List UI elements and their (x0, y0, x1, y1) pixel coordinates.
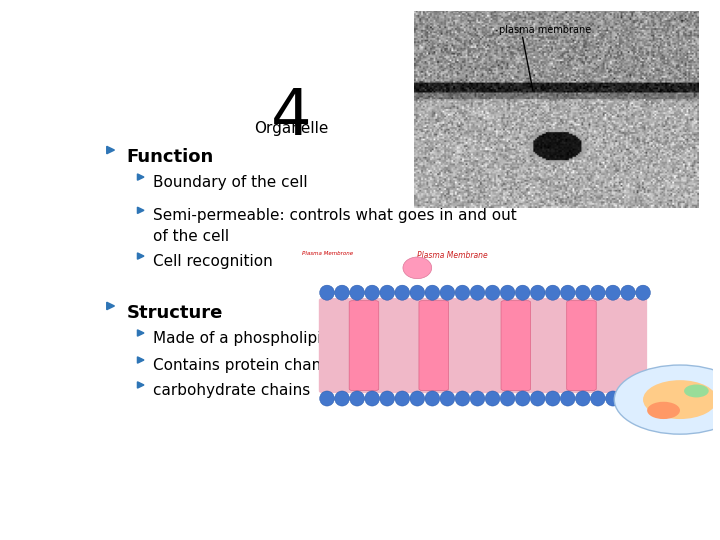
Text: 4: 4 (271, 85, 311, 147)
Ellipse shape (560, 285, 575, 300)
Polygon shape (138, 174, 144, 180)
Ellipse shape (545, 391, 560, 406)
Circle shape (643, 380, 717, 419)
Text: Boundary of the cell: Boundary of the cell (153, 175, 307, 190)
Ellipse shape (320, 285, 334, 300)
Text: Plasma Membrone: Plasma Membrone (302, 251, 354, 255)
Ellipse shape (425, 391, 440, 406)
Ellipse shape (425, 285, 440, 300)
Polygon shape (138, 253, 144, 259)
Ellipse shape (485, 391, 500, 406)
Polygon shape (138, 357, 144, 363)
Polygon shape (138, 207, 144, 213)
Ellipse shape (470, 391, 485, 406)
Text: Contains protein channels, glycoproteins, and: Contains protein channels, glycoproteins… (153, 358, 504, 373)
Ellipse shape (395, 391, 410, 406)
Ellipse shape (590, 391, 606, 406)
Ellipse shape (531, 391, 545, 406)
Ellipse shape (335, 285, 349, 300)
Ellipse shape (320, 391, 334, 406)
Text: Structure: Structure (126, 304, 222, 322)
Ellipse shape (350, 391, 364, 406)
Ellipse shape (516, 285, 530, 300)
Ellipse shape (621, 391, 635, 406)
Ellipse shape (545, 285, 560, 300)
Ellipse shape (606, 285, 621, 300)
Text: carbohydrate chains: carbohydrate chains (153, 383, 310, 398)
Ellipse shape (575, 285, 590, 300)
Ellipse shape (485, 285, 500, 300)
Ellipse shape (575, 391, 590, 406)
Ellipse shape (470, 285, 485, 300)
FancyBboxPatch shape (567, 301, 596, 390)
Ellipse shape (560, 391, 575, 406)
Ellipse shape (403, 257, 432, 279)
Ellipse shape (380, 285, 395, 300)
Text: plasma membrane: plasma membrane (499, 25, 592, 35)
Text: Cell recognition: Cell recognition (153, 254, 273, 269)
FancyBboxPatch shape (319, 298, 647, 393)
Circle shape (647, 402, 680, 419)
FancyBboxPatch shape (349, 301, 379, 390)
Text: Function: Function (126, 148, 214, 166)
Polygon shape (138, 382, 144, 388)
Ellipse shape (455, 285, 470, 300)
Ellipse shape (636, 285, 650, 300)
Text: Plasma Membrane: Plasma Membrane (418, 251, 488, 260)
Ellipse shape (410, 285, 425, 300)
Ellipse shape (455, 391, 470, 406)
Ellipse shape (410, 391, 425, 406)
Ellipse shape (395, 285, 410, 300)
Ellipse shape (440, 391, 455, 406)
Ellipse shape (365, 285, 379, 300)
Polygon shape (138, 330, 144, 336)
Text: Semi-permeable: controls what goes in and out
of the cell: Semi-permeable: controls what goes in an… (153, 208, 517, 244)
Circle shape (614, 365, 720, 434)
Ellipse shape (590, 285, 606, 300)
Polygon shape (107, 146, 114, 154)
Ellipse shape (440, 285, 455, 300)
Ellipse shape (380, 391, 395, 406)
Text: Organelle: Organelle (253, 121, 328, 136)
Ellipse shape (606, 391, 621, 406)
Ellipse shape (500, 391, 515, 406)
Ellipse shape (335, 391, 349, 406)
Text: Made of a phospholipid bilayer: Made of a phospholipid bilayer (153, 331, 389, 346)
Ellipse shape (621, 285, 635, 300)
Ellipse shape (365, 391, 379, 406)
Polygon shape (107, 302, 114, 309)
Ellipse shape (636, 391, 650, 406)
FancyBboxPatch shape (419, 301, 449, 390)
Ellipse shape (500, 285, 515, 300)
Ellipse shape (350, 285, 364, 300)
FancyBboxPatch shape (501, 301, 531, 390)
Circle shape (684, 384, 708, 397)
Ellipse shape (531, 285, 545, 300)
Ellipse shape (516, 391, 530, 406)
